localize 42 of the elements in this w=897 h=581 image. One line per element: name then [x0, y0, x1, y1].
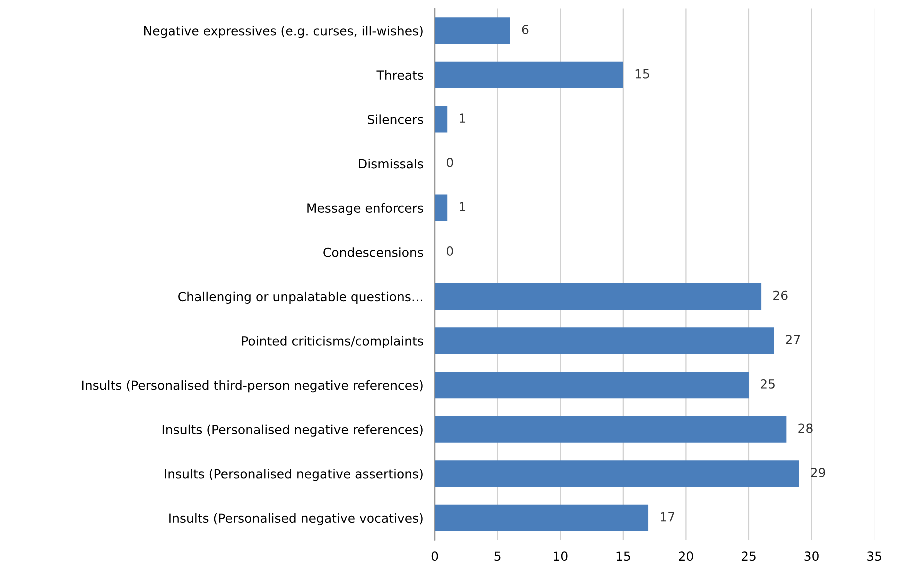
- data-label: 29: [811, 468, 826, 478]
- bar: [435, 106, 448, 133]
- x-tick-label: 10: [554, 552, 568, 562]
- data-label: 6: [522, 25, 529, 34]
- y-tick-label: Condescensions: [324, 248, 424, 258]
- bar: [435, 18, 510, 44]
- y-tick-label: Insults (Personalised negative assertions): [165, 469, 423, 482]
- y-tick-label: Insults (Personalised third-person negative references): [82, 380, 423, 393]
- x-tick-label: 5: [494, 552, 501, 562]
- y-tick-label: Silencers: [368, 114, 424, 124]
- bar: [435, 460, 800, 488]
- y-tick-label: Pointed criticisms/complaints: [242, 336, 424, 348]
- data-label: 0: [446, 158, 454, 168]
- y-tick-label: Challenging or unpalatable questions…: [178, 292, 422, 304]
- x-tick-label: 25: [742, 552, 756, 562]
- x-tick-label: 35: [868, 552, 882, 562]
- y-tick-label: Negative expressives (e.g. curses, ill-wishes): [144, 26, 423, 38]
- bar: [435, 328, 774, 354]
- y-tick-label: Insults (Personalised negative references): [162, 424, 423, 437]
- data-label: 0: [446, 246, 454, 256]
- data-label: 27: [786, 335, 800, 344]
- bar: [435, 504, 649, 532]
- y-tick-label: Insults (Personalised negative vocatives): [170, 513, 423, 526]
- y-tick-label: Dismissals: [359, 159, 424, 169]
- bar: [435, 62, 624, 88]
- bar: [435, 372, 749, 399]
- data-label: 17: [661, 512, 674, 522]
- bar: [435, 416, 787, 443]
- data-label: 28: [798, 424, 813, 434]
- x-tick-label: 0: [432, 552, 438, 562]
- data-label: 25: [761, 379, 775, 389]
- data-label: 26: [774, 290, 788, 300]
- x-tick-label: 20: [679, 552, 694, 562]
- data-label: 1: [460, 114, 466, 123]
- bar: [435, 283, 762, 310]
- data-label: 15: [636, 70, 650, 79]
- y-tick-label: Message enforcers: [308, 203, 424, 216]
- x-tick-label: 30: [804, 552, 819, 562]
- bar: [435, 194, 448, 222]
- y-tick-label: Threats: [376, 70, 424, 80]
- x-tick-label: 15: [616, 552, 630, 562]
- data-label: 1: [460, 202, 466, 212]
